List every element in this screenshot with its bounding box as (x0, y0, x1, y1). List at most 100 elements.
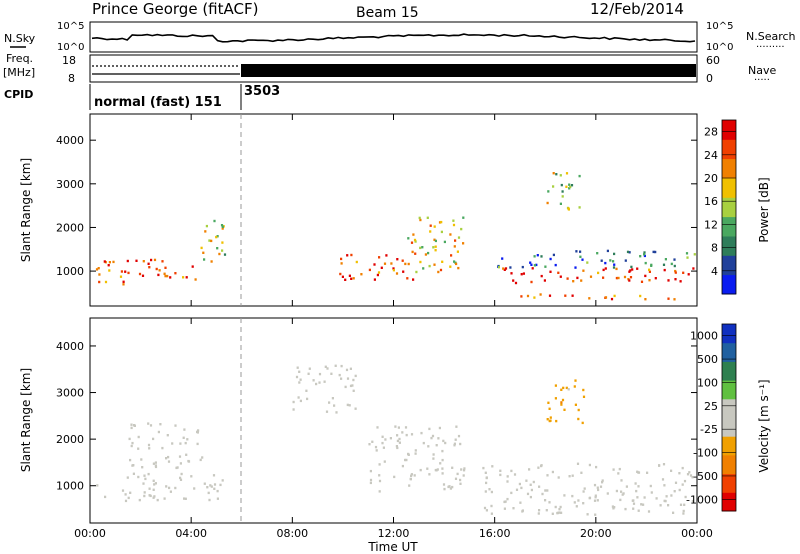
scatter-cell (503, 500, 506, 504)
scatter-cell (530, 488, 533, 492)
scatter-cell (602, 268, 605, 272)
scatter-cell (635, 489, 638, 493)
scatter-cell (588, 496, 591, 500)
scatter-cell (644, 274, 647, 278)
scatter-cell (546, 201, 549, 205)
scatter-cell (637, 485, 640, 488)
scatter-cell (369, 478, 373, 482)
scatter-cell (551, 512, 554, 515)
scatter-cell (503, 507, 506, 510)
scatter-cell (194, 278, 197, 281)
scatter-cell (596, 486, 599, 489)
scatter-cell (210, 260, 213, 263)
scatter-cell (187, 460, 191, 463)
scatter-cell (354, 407, 357, 410)
scatter-cell (541, 492, 544, 496)
colorbar-tick-label: 28 (704, 126, 718, 139)
scatter-cell (221, 227, 224, 230)
scatter-cell (574, 379, 577, 382)
scatter-cell (216, 497, 219, 500)
scatter-cell (149, 494, 152, 498)
scatter-cell (166, 274, 169, 278)
scatter-cell (612, 266, 616, 269)
scatter-cell (576, 462, 580, 465)
scatter-cell (427, 251, 430, 255)
y-tick-label: 1000 (56, 480, 84, 493)
colorbar-tick-label: 100 (697, 376, 718, 389)
scatter-cell (620, 490, 623, 493)
scatter-cell (378, 256, 381, 259)
colorbar-segment (722, 120, 736, 140)
scatter-cell (643, 496, 646, 499)
scatter-cell (350, 277, 353, 280)
freq-dense-block (241, 64, 696, 77)
scatter-cell (374, 445, 378, 449)
y-tick-label: 4000 (56, 340, 84, 353)
scatter-cell (442, 483, 446, 486)
scatter-cell (685, 252, 689, 255)
scatter-cell (642, 503, 645, 506)
scatter-cell (692, 267, 695, 270)
scatter-cell (691, 476, 694, 479)
scatter-cell (167, 455, 170, 459)
scatter-cell (98, 280, 101, 284)
scatter-cell (348, 274, 351, 277)
scatter-cell (127, 271, 130, 275)
scatter-cell (604, 296, 608, 299)
scatter-cell (164, 274, 167, 278)
colorbar-segment (722, 324, 736, 344)
scatter-cell (323, 380, 326, 383)
scatter-cell (143, 474, 146, 477)
scatter-cell (510, 469, 513, 473)
scatter-cell (182, 436, 185, 439)
scatter-cell (169, 490, 172, 493)
scatter-cell (564, 294, 567, 297)
scatter-cell (491, 465, 494, 468)
scatter-cell (438, 426, 441, 430)
scatter-cell (650, 491, 653, 494)
scatter-cell (381, 435, 384, 438)
scatter-cell (575, 250, 578, 253)
scatter-cell (349, 367, 352, 370)
scatter-cell (129, 458, 132, 462)
scatter-cell (206, 486, 209, 489)
scatter-cell (687, 273, 690, 276)
scatter-cell (368, 443, 371, 446)
nsearch-dots: ········· (756, 42, 785, 53)
scatter-cell (588, 463, 591, 467)
scatter-cell (107, 264, 110, 267)
scatter-cell (122, 280, 125, 283)
scatter-cell (526, 294, 530, 298)
scatter-cell (574, 403, 577, 406)
scatter-cell (138, 498, 141, 502)
scatter-cell (632, 499, 635, 502)
scatter-cell (137, 435, 140, 439)
scatter-cell (414, 449, 417, 452)
scatter-cell (643, 253, 646, 256)
scatter-cell (674, 278, 677, 281)
scatter-cell (156, 498, 159, 502)
scatter-cell (573, 501, 576, 504)
scatter-cell (154, 482, 157, 485)
nave-dots: ····· (754, 75, 770, 86)
scatter-cell (371, 440, 374, 443)
date-label: 12/Feb/2014 (590, 0, 684, 18)
x-axis-label: Time UT (367, 540, 418, 554)
scatter-cell (613, 294, 616, 298)
scatter-cell (306, 397, 309, 401)
colorbar-segment (722, 139, 736, 160)
scatter-cell (137, 447, 140, 450)
scatter-cell (561, 398, 565, 402)
scatter-cell (218, 252, 221, 256)
scatter-cell (346, 377, 350, 380)
scatter-cell (197, 429, 200, 432)
scatter-cell (292, 400, 295, 404)
scatter-cell (560, 388, 563, 391)
scatter-cell (490, 504, 493, 508)
scatter-cell (373, 263, 376, 266)
scatter-cell (433, 263, 436, 266)
scatter-cell (520, 273, 523, 276)
scatter-cell (415, 270, 418, 274)
scatter-cell (506, 475, 509, 478)
scatter-cell (352, 389, 355, 392)
